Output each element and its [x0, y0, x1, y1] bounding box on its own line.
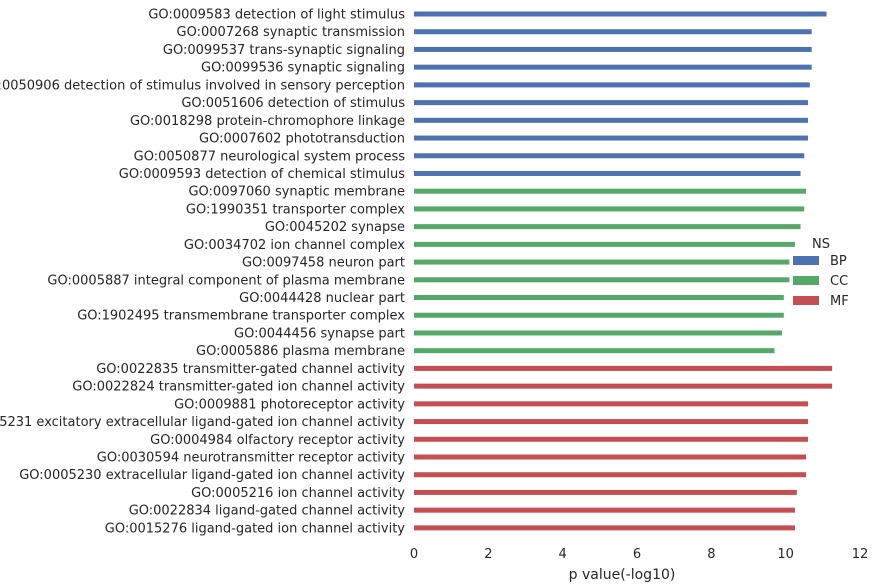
- category-label: GO:0022824 transmitter-gated ion channel…: [72, 380, 405, 395]
- category-label: GO:0044428 nuclear part: [239, 291, 405, 306]
- bar-bp: [414, 64, 812, 70]
- category-label: GO:0007602 phototransduction: [199, 132, 405, 147]
- bar-mf: [414, 365, 833, 371]
- category-label: GO:0044456 synapse part: [234, 326, 405, 341]
- bar-bp: [414, 100, 808, 106]
- x-axis-title: p value(-log10): [569, 567, 676, 583]
- legend-swatch-cc: [793, 276, 819, 285]
- category-label: GO:0051606 detection of stimulus: [181, 96, 405, 111]
- bar-bp: [414, 46, 812, 52]
- category-label: GO:0005886 plasma membrane: [196, 344, 405, 359]
- bar-bp: [414, 153, 805, 159]
- bar-cc: [414, 188, 807, 194]
- category-label: GO:0018298 protein-chromophore linkage: [130, 114, 405, 129]
- category-label: GO:0007268 synaptic transmission: [177, 25, 405, 40]
- bar-cc: [414, 295, 784, 301]
- legend-label-cc: CC: [830, 274, 848, 289]
- category-labels: GO:0009583 detection of light stimulus GO…: [0, 8, 405, 537]
- legend-swatch-mf: [793, 296, 819, 305]
- category-label: GO:0050877 neurological system process: [134, 149, 406, 164]
- x-tick-label: 0: [410, 547, 418, 562]
- bar-cc: [414, 312, 784, 318]
- category-label: GO:0097458 neuron part: [242, 256, 405, 271]
- category-label: GO:0009881 photoreceptor activity: [174, 397, 405, 412]
- x-tick-label: 12: [852, 547, 869, 562]
- category-label: GO:0030594 neurotransmitter receptor act…: [97, 451, 406, 466]
- bar-bp: [414, 117, 808, 123]
- bar-mf: [414, 472, 807, 478]
- category-label: GO:1990351 transporter complex: [186, 202, 405, 217]
- x-tick-label: 2: [484, 547, 492, 562]
- category-label: GO:0099536 synaptic signaling: [201, 61, 405, 76]
- bar-bp: [414, 135, 808, 141]
- bar-mf: [414, 436, 808, 442]
- bar-cc: [414, 259, 790, 265]
- category-label: GO:0022835 transmitter-gated channel act…: [96, 362, 405, 377]
- category-label: GO:0022834 ligand-gated channel activity: [129, 504, 406, 519]
- category-label: GO:0050906 detection of stimulus involve…: [0, 78, 405, 93]
- category-label: GO:0005887 integral component of plasma …: [47, 273, 405, 288]
- bar-cc: [414, 277, 790, 283]
- category-label: GO:0015276 ligand-gated ion channel acti…: [105, 521, 406, 536]
- category-label: GO:0004984 olfactory receptor activity: [150, 433, 405, 448]
- bar-mf: [414, 454, 807, 460]
- legend-label-bp: BP: [830, 254, 847, 269]
- bar-cc: [414, 241, 795, 247]
- legend-swatch-bp: [793, 256, 819, 265]
- bar-cc: [414, 348, 775, 354]
- x-axis-ticks: 0 2 4 6 8 10 12: [410, 547, 868, 562]
- legend-label-mf: MF: [830, 294, 849, 309]
- bar-bp: [414, 170, 801, 176]
- bar-cc: [414, 330, 782, 336]
- legend-title: NS: [812, 237, 830, 252]
- bar-bp: [414, 11, 827, 17]
- x-tick-label: 4: [559, 547, 567, 562]
- bar-mf: [414, 401, 808, 407]
- bar-bp: [414, 29, 812, 35]
- x-tick-label: 8: [707, 547, 715, 562]
- bar-mf: [414, 419, 808, 425]
- category-label: GO:0005230 extracellular ligand-gated io…: [19, 468, 405, 483]
- category-label: GO:0005216 ion channel activity: [191, 486, 405, 501]
- bars: [414, 11, 833, 531]
- category-label: GO:1902495 transmembrane transporter com…: [77, 309, 405, 324]
- category-label: GO:0009593 detection of chemical stimulu…: [119, 167, 405, 182]
- category-label: GO:0005231 excitatory extracellular liga…: [0, 415, 405, 430]
- category-label: GO:0099537 trans-synaptic signaling: [163, 43, 405, 58]
- bar-mf: [414, 489, 797, 495]
- legend: NS BP CC MF: [793, 237, 849, 309]
- bar-bp: [414, 82, 810, 88]
- bar-cc: [414, 224, 801, 230]
- x-tick-label: 10: [777, 547, 794, 562]
- category-label: GO:0045202 synapse: [265, 220, 405, 235]
- legend-entries: BP CC MF: [793, 254, 849, 309]
- bar-cc: [414, 206, 805, 212]
- bar-mf: [414, 507, 795, 513]
- category-label: GO:0097060 synaptic membrane: [188, 185, 405, 200]
- category-label: GO:0034702 ion channel complex: [184, 238, 405, 253]
- category-label: GO:0009583 detection of light stimulus: [148, 8, 405, 23]
- x-tick-label: 6: [633, 547, 641, 562]
- bar-mf: [414, 383, 833, 389]
- bar-mf: [414, 525, 795, 531]
